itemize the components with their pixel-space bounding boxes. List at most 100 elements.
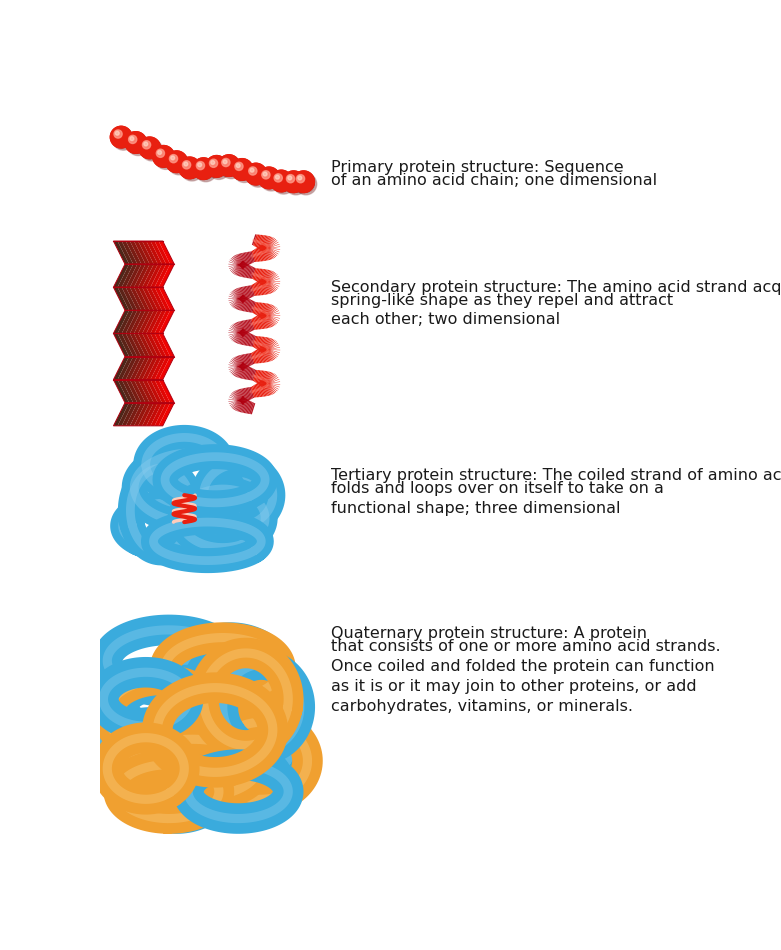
Polygon shape <box>113 311 129 333</box>
Polygon shape <box>159 264 174 287</box>
Polygon shape <box>142 333 158 356</box>
Circle shape <box>169 155 188 173</box>
Polygon shape <box>126 380 141 403</box>
Polygon shape <box>159 287 174 311</box>
Polygon shape <box>151 287 166 311</box>
Circle shape <box>261 169 282 191</box>
Polygon shape <box>126 287 141 311</box>
Polygon shape <box>138 287 154 311</box>
Polygon shape <box>122 241 137 264</box>
Polygon shape <box>122 333 137 356</box>
Polygon shape <box>138 356 154 380</box>
Polygon shape <box>134 264 150 287</box>
Circle shape <box>210 160 228 178</box>
Circle shape <box>218 155 240 177</box>
Polygon shape <box>146 403 162 426</box>
Polygon shape <box>155 287 170 311</box>
Circle shape <box>297 175 305 182</box>
Polygon shape <box>159 380 174 403</box>
Polygon shape <box>155 311 170 333</box>
Circle shape <box>168 153 190 175</box>
Circle shape <box>110 126 132 148</box>
Polygon shape <box>151 311 166 333</box>
Polygon shape <box>126 403 141 426</box>
Polygon shape <box>118 380 134 403</box>
Circle shape <box>249 167 267 185</box>
Circle shape <box>166 151 187 173</box>
Polygon shape <box>122 287 137 311</box>
Circle shape <box>112 128 134 150</box>
Polygon shape <box>113 264 129 287</box>
Circle shape <box>158 150 162 155</box>
Circle shape <box>288 176 292 180</box>
Polygon shape <box>118 241 134 264</box>
Polygon shape <box>155 333 170 356</box>
Polygon shape <box>142 403 158 426</box>
Polygon shape <box>142 264 158 287</box>
Circle shape <box>298 176 301 180</box>
Polygon shape <box>138 403 154 426</box>
Circle shape <box>293 171 315 193</box>
Polygon shape <box>118 311 134 333</box>
Circle shape <box>139 137 160 159</box>
Polygon shape <box>126 333 141 356</box>
Polygon shape <box>146 380 162 403</box>
Circle shape <box>153 145 174 167</box>
Polygon shape <box>159 356 174 380</box>
Polygon shape <box>155 356 170 380</box>
Polygon shape <box>151 380 166 403</box>
Polygon shape <box>134 333 150 356</box>
Circle shape <box>141 140 162 161</box>
Polygon shape <box>113 380 129 403</box>
Circle shape <box>283 171 305 193</box>
Polygon shape <box>130 287 145 311</box>
Polygon shape <box>151 333 166 356</box>
Polygon shape <box>146 264 162 287</box>
Circle shape <box>169 155 177 162</box>
Circle shape <box>245 163 266 185</box>
Circle shape <box>179 157 201 179</box>
Circle shape <box>130 137 134 141</box>
Polygon shape <box>134 356 150 380</box>
Circle shape <box>276 175 280 180</box>
Polygon shape <box>126 311 141 333</box>
Polygon shape <box>118 356 134 380</box>
Polygon shape <box>122 380 137 403</box>
Circle shape <box>248 165 269 187</box>
Circle shape <box>285 173 307 195</box>
Polygon shape <box>130 403 145 426</box>
Circle shape <box>248 167 257 175</box>
Circle shape <box>274 174 282 182</box>
Circle shape <box>250 168 254 172</box>
Circle shape <box>110 126 132 148</box>
Circle shape <box>155 148 177 169</box>
Polygon shape <box>130 356 145 380</box>
Polygon shape <box>122 311 137 333</box>
Polygon shape <box>155 241 170 264</box>
Polygon shape <box>155 403 170 426</box>
Polygon shape <box>122 356 137 380</box>
Polygon shape <box>159 311 174 333</box>
Circle shape <box>263 172 267 176</box>
Circle shape <box>262 171 280 189</box>
Polygon shape <box>126 241 141 264</box>
Circle shape <box>293 171 315 193</box>
Polygon shape <box>138 380 154 403</box>
Circle shape <box>231 159 253 180</box>
Text: Secondary protein structure: The amino acid strand acquires a: Secondary protein structure: The amino a… <box>330 279 781 294</box>
Circle shape <box>235 162 243 170</box>
Circle shape <box>193 158 214 180</box>
Polygon shape <box>138 241 154 264</box>
Polygon shape <box>126 356 141 380</box>
Polygon shape <box>134 380 150 403</box>
Circle shape <box>129 136 148 154</box>
Polygon shape <box>134 311 150 333</box>
Polygon shape <box>159 333 174 356</box>
Circle shape <box>116 131 119 135</box>
Circle shape <box>127 134 149 156</box>
Circle shape <box>273 173 294 194</box>
Polygon shape <box>146 333 162 356</box>
Circle shape <box>193 158 214 180</box>
Circle shape <box>295 173 317 195</box>
Polygon shape <box>138 333 154 356</box>
